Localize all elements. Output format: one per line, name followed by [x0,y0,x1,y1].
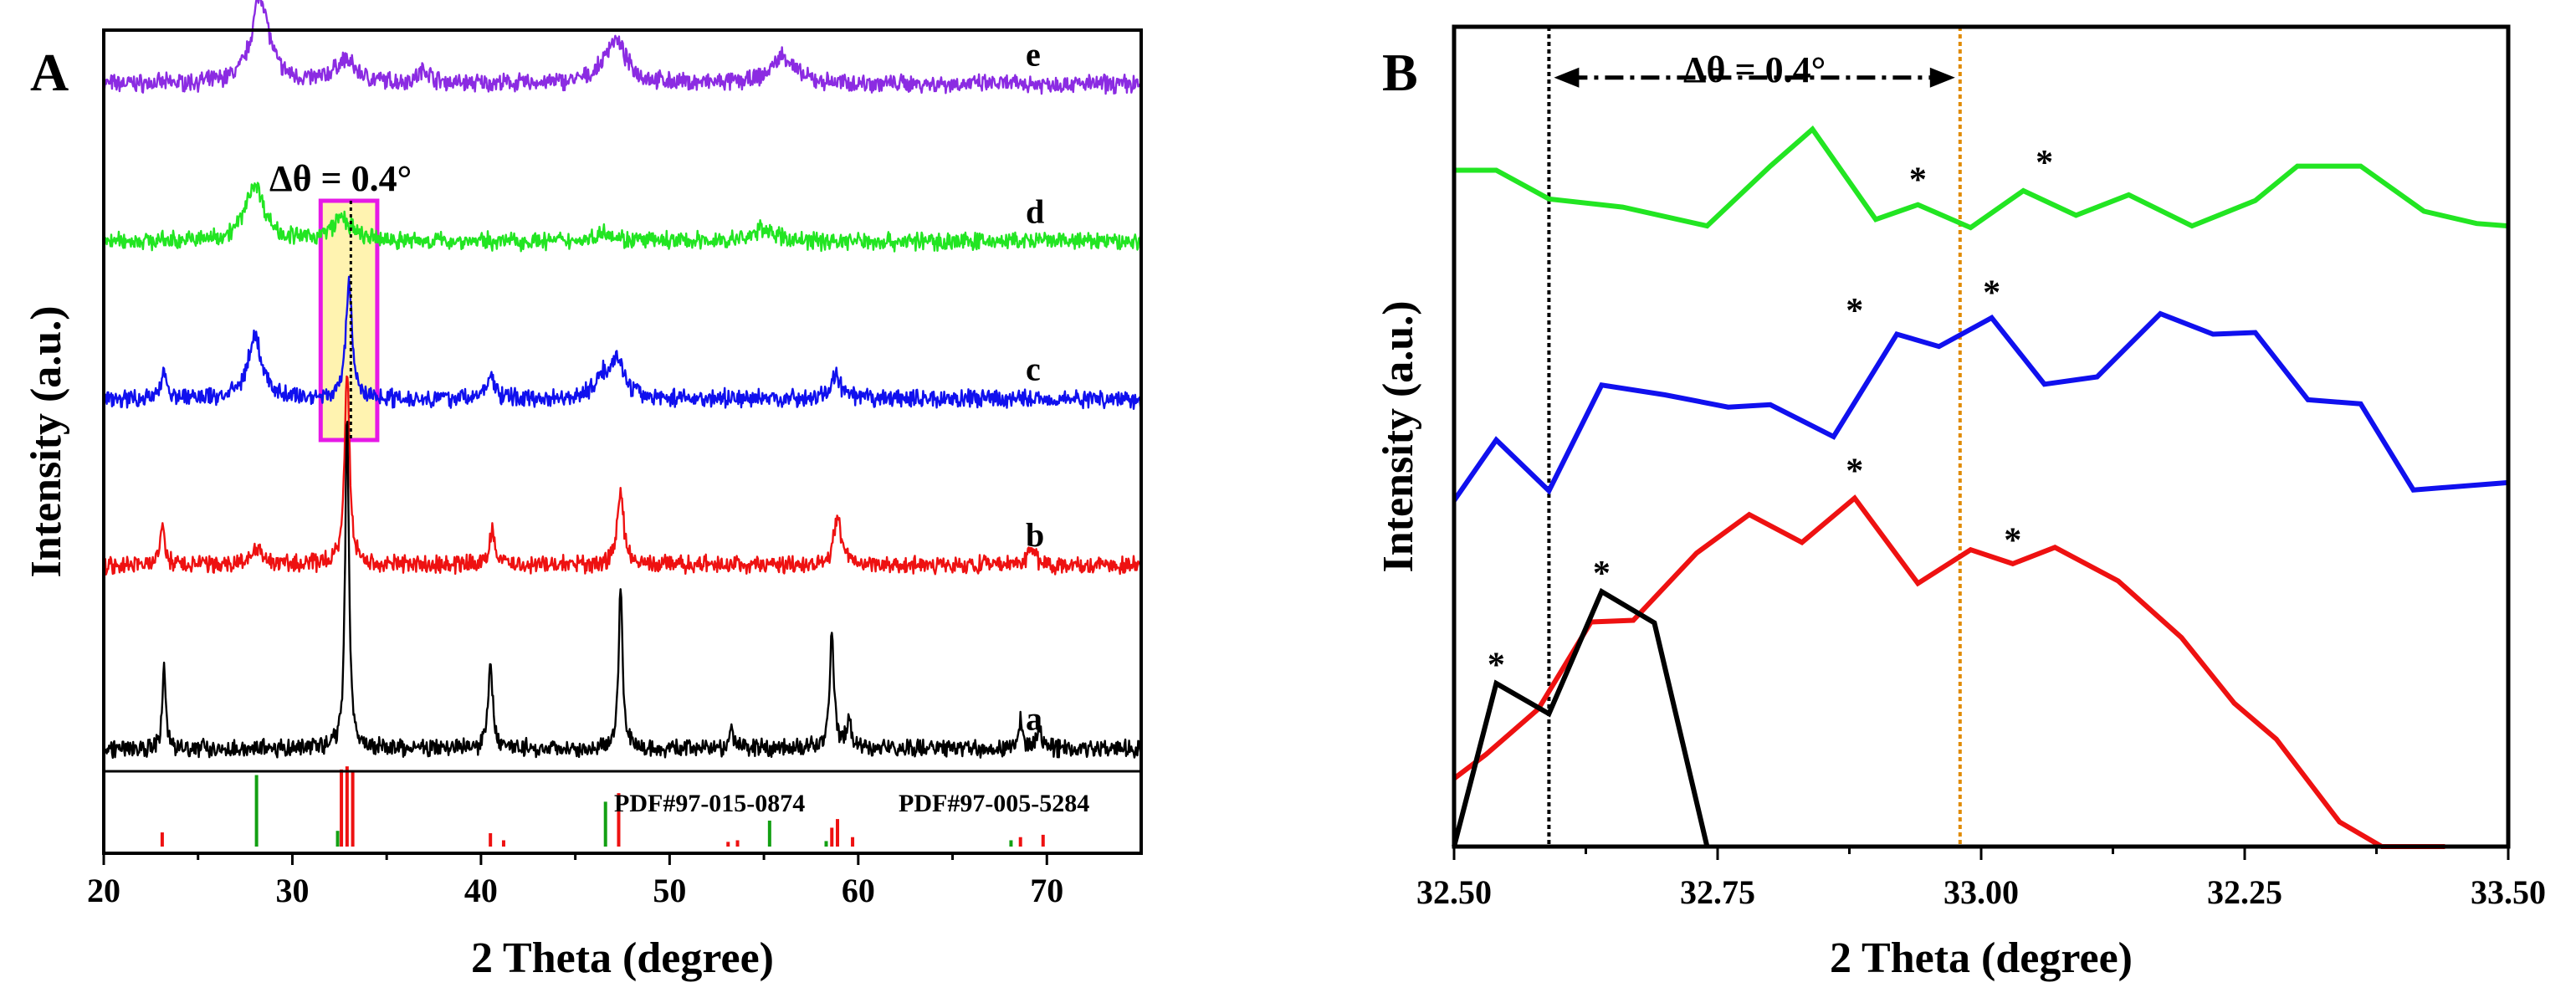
series-green-line [1454,125,2509,231]
panel-b-delta-annotation: Δθ = 0.4° [1683,49,1826,90]
tick-label-b-2: 33.00 [1944,873,2019,911]
series-black-line [1452,587,1710,847]
tick-label-a-20: 20 [87,872,120,909]
tick-label-a-40: 40 [464,872,498,909]
series-a-line [102,420,1143,760]
arrow-head-left [1554,67,1580,88]
panel-a-y-axis-label: Intensity (a.u.) [23,305,70,577]
panel-a-pdf-label-green: PDF#97-005-5284 [899,790,1089,817]
peak-star-4: * [1846,292,1863,330]
tick-label-a-70: 70 [1030,872,1063,909]
peak-star-0: * [1488,647,1505,685]
panel-a-reference-sticks [160,766,1045,847]
panel-a-label: A [30,43,69,102]
peak-star-3: * [2004,522,2021,560]
peak-star-6: * [1909,161,1927,199]
tick-label-b-0: 32.50 [1416,873,1492,911]
panel-b-reference-lines [1547,27,1962,847]
panel-b-x-ticks: 32.50 32.75 33.00 32.25 33.50 [1416,847,2546,911]
series-b-line [102,375,1143,576]
peak-star-5: * [1983,274,2000,313]
series-c-line [102,275,1143,410]
panel-a-plot-frame [102,28,1143,855]
panel-a-x-axis-label: 2 Theta (degree) [471,934,774,982]
panel-b-series [1452,125,2509,849]
panel-b-delta-arrow [1554,67,1955,88]
tick-label-a-60: 60 [842,872,875,909]
tick-label-b-1: 32.75 [1680,873,1755,911]
tick-label-b-3: 32.25 [2207,873,2282,911]
panel-a-series [102,0,1143,760]
peak-star-7: * [2036,144,2053,182]
panel-a-delta-annotation: Δθ = 0.4° [269,158,412,199]
peak-star-2: * [1846,452,1863,490]
curve-label-a: a [1026,700,1042,738]
panel-b-label: B [1382,43,1418,102]
panel-b-y-axis-label: Intensity (a.u.) [1375,300,1422,572]
series-blue-line [1452,310,2509,503]
series-e-line [103,0,1143,95]
tick-label-a-50: 50 [653,872,686,909]
panel-a-pdf-label-red: PDF#97-015-0874 [614,790,805,817]
series-d-line [102,182,1143,253]
panel-a-x-ticks: 20 30 40 50 60 70 [87,853,1063,909]
peak-star-1: * [1593,555,1611,593]
tick-label-b-4: 33.50 [2471,873,2546,911]
panel-b-peak-markers: * * * * * * * * [1488,144,2053,685]
panel-a-chart: A Δθ = 0.4° PDF#97-015-0874 PDF#97-005-5… [23,0,1143,982]
curve-label-e: e [1026,35,1041,73]
curve-label-c: c [1026,351,1041,388]
arrow-head-right [1929,67,1955,88]
curve-label-d: d [1026,193,1044,231]
curve-label-b: b [1026,516,1044,554]
panel-b-chart: B Δθ = 0.4° * * * * * * * * 32.50 32.75 33.00 32.2… [1375,24,2546,982]
tick-label-a-30: 30 [275,872,309,909]
panel-b-x-axis-label: 2 Theta (degree) [1830,934,2133,982]
series-red-line [1452,494,2445,849]
